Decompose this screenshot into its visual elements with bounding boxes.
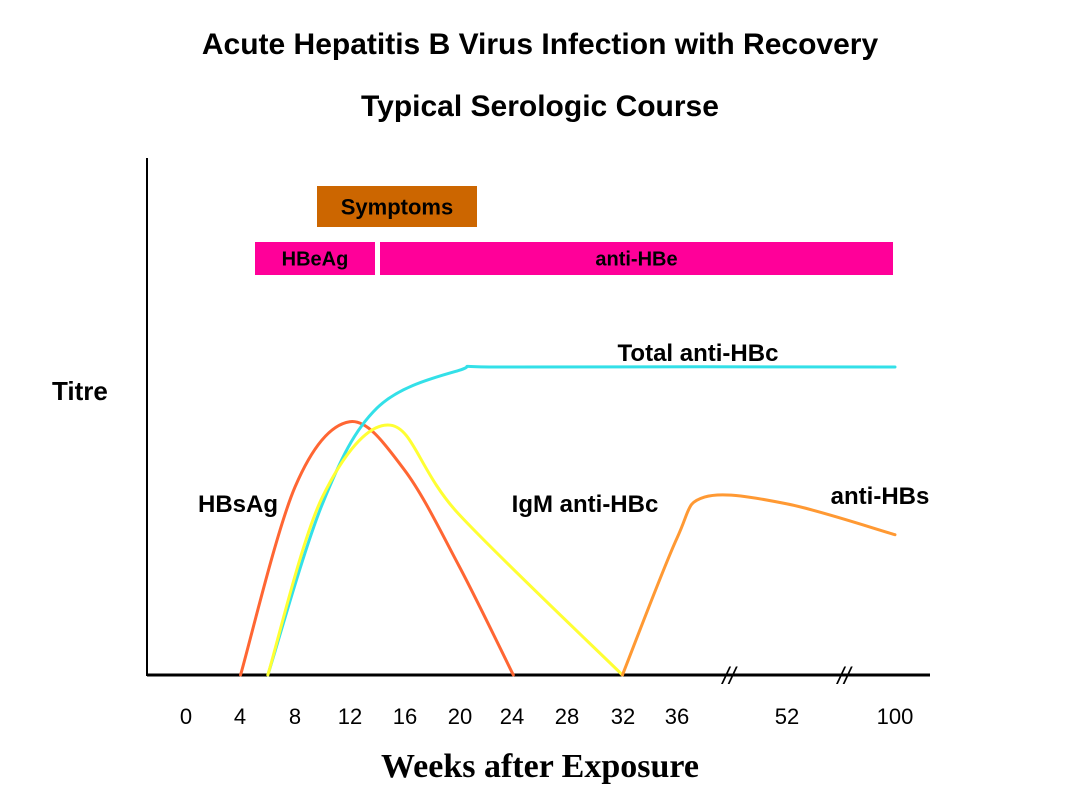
series-line	[620, 493, 897, 677]
axis-break-mark: //	[835, 663, 853, 690]
x-tick-label: 12	[338, 704, 362, 729]
series-label: anti-HBs	[831, 483, 930, 510]
x-tick-label: 0	[180, 704, 192, 729]
x-tick-label: 8	[289, 704, 301, 729]
x-tick-label: 52	[775, 704, 799, 729]
x-tick-label: 20	[448, 704, 472, 729]
duration-bar	[255, 242, 375, 275]
duration-bar-label: anti-HBe	[595, 249, 677, 271]
series-line	[266, 364, 897, 677]
x-tick-label: 24	[500, 704, 524, 729]
series-label: HBsAg	[198, 491, 278, 518]
duration-bar	[317, 186, 477, 227]
duration-bar	[380, 242, 893, 275]
x-tick-label: 4	[234, 704, 246, 729]
series-line	[239, 420, 515, 677]
axis-break-mark: //	[720, 663, 738, 690]
series-label: Total anti-HBc	[618, 340, 779, 367]
duration-bar-label: Symptoms	[341, 194, 453, 219]
x-tick-label: 36	[665, 704, 689, 729]
series-line	[266, 423, 624, 677]
x-tick-label: 16	[393, 704, 417, 729]
y-axis-label: Titre	[52, 376, 108, 406]
series-label: IgM anti-HBc	[512, 491, 659, 518]
chart-title: Acute Hepatitis B Virus Infection with R…	[201, 28, 879, 61]
x-tick-label: 28	[555, 704, 579, 729]
x-axis-label: Weeks after Exposure	[381, 748, 699, 785]
x-tick-label: 32	[611, 704, 635, 729]
chart-subtitle: Typical Serologic Course	[361, 90, 719, 123]
duration-bar-label: HBeAg	[282, 249, 349, 271]
x-tick-label: 100	[877, 704, 914, 729]
